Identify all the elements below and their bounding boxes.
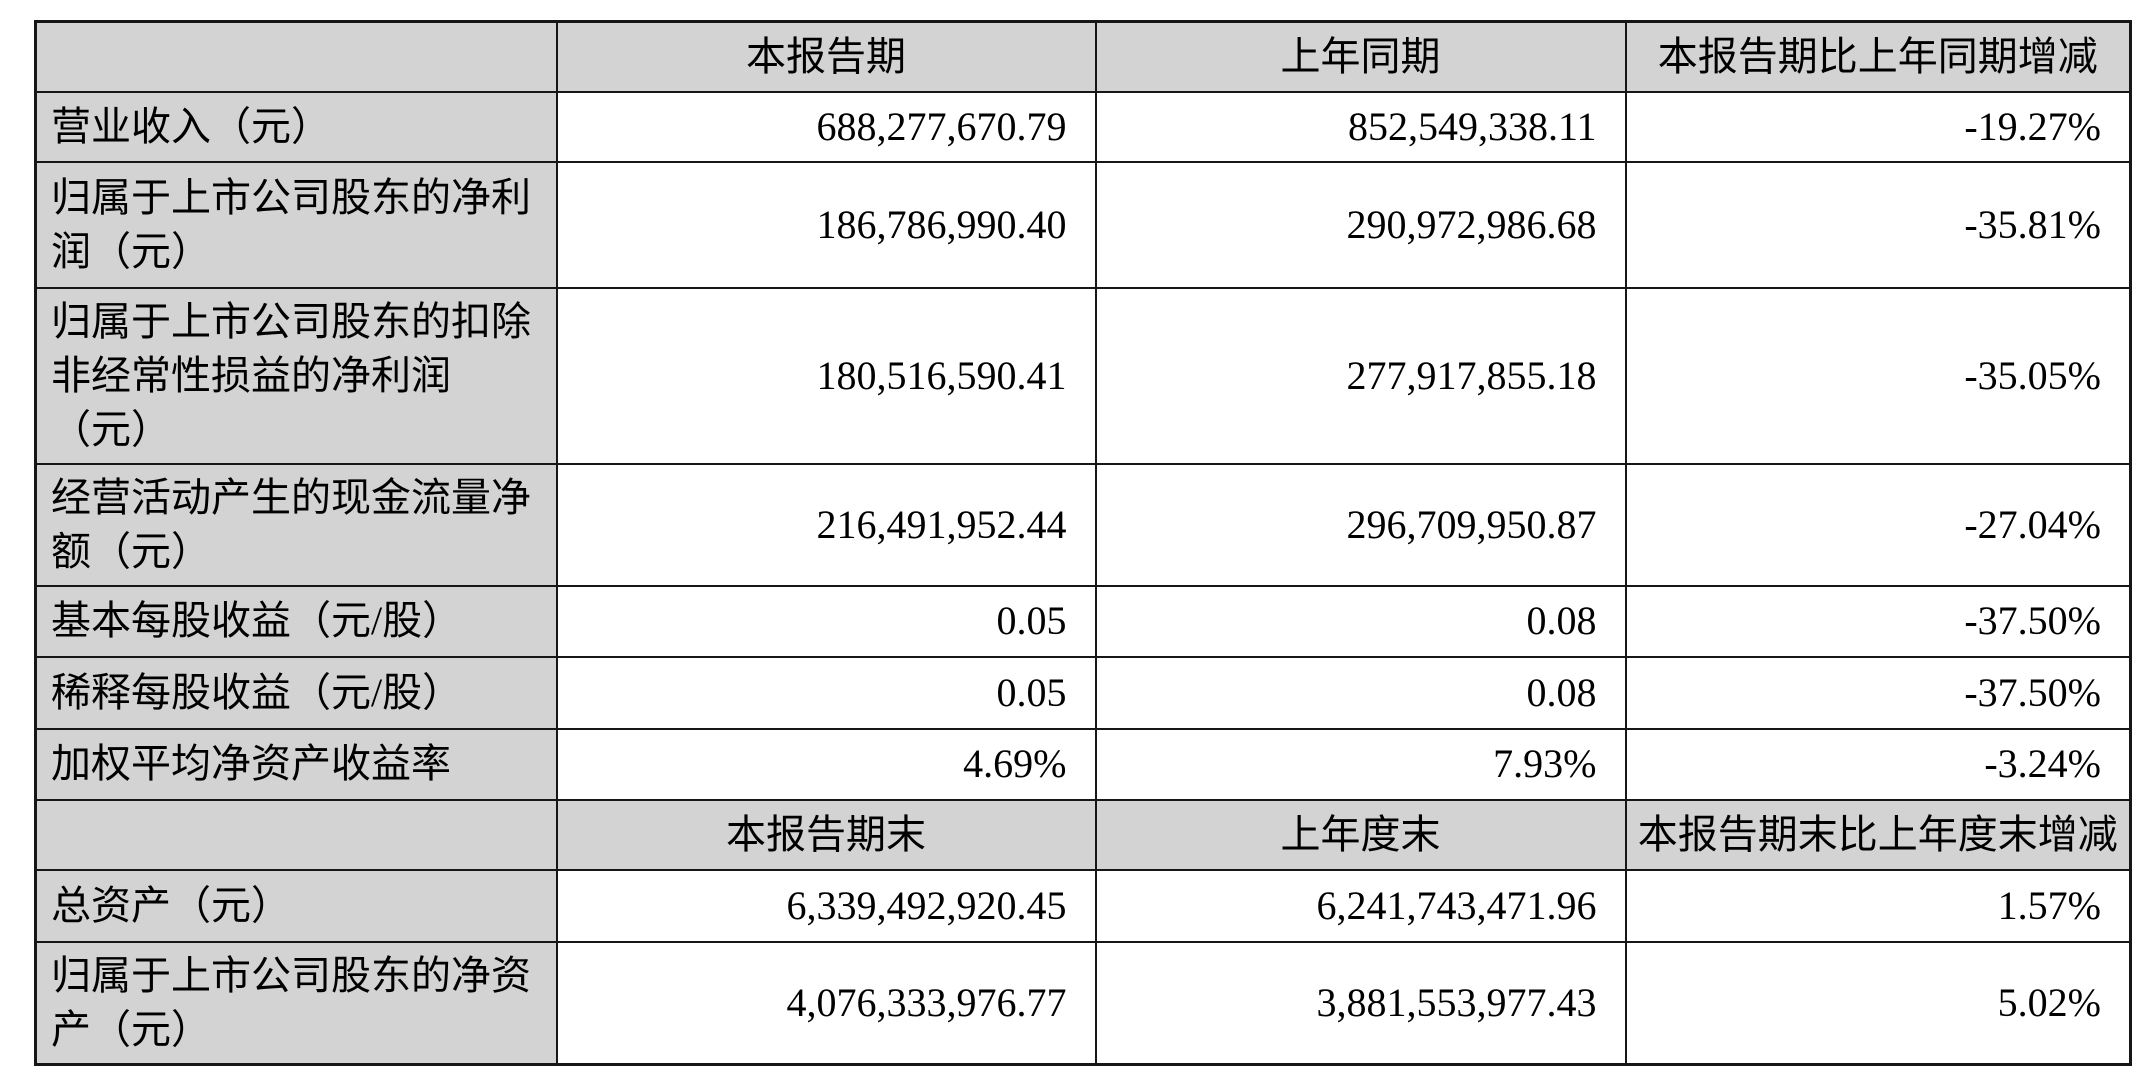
row-label: 总资产（元） [34,868,558,943]
header-period-end-change: 本报告期末比上年度末增减 [1624,798,2132,871]
value-current: 186,786,990.40 [555,160,1097,289]
table-row-header-period: 本报告期 上年同期 本报告期比上年同期增减 [34,20,2132,93]
header-current-period: 本报告期 [555,20,1097,93]
value-prior: 6,241,743,471.96 [1094,868,1627,943]
table-row-basic-eps: 基本每股收益（元/股） 0.05 0.08 -37.50% [34,584,2132,658]
table-row-weighted-avg-roe: 加权平均净资产收益率 4.69% 7.93% -3.24% [34,727,2132,801]
row-label: 归属于上市公司股东的净资产（元） [34,940,558,1066]
value-current: 6,339,492,920.45 [555,868,1097,943]
value-change: -19.27% [1624,90,2132,163]
value-change: 1.57% [1624,868,2132,943]
header-period-change: 本报告期比上年同期增减 [1624,20,2132,93]
value-prior: 290,972,986.68 [1094,160,1627,289]
value-change: -35.05% [1624,286,2132,465]
header-prior-year-end: 上年度末 [1094,798,1627,871]
value-prior: 3,881,553,977.43 [1094,940,1627,1066]
value-current: 0.05 [555,655,1097,730]
table-row-header-period-end: 本报告期末 上年度末 本报告期末比上年度末增减 [34,798,2132,871]
value-change: 5.02% [1624,940,2132,1066]
table-row-revenue: 营业收入（元） 688,277,670.79 852,549,338.11 -1… [34,90,2132,163]
table-row-net-profit: 归属于上市公司股东的净利润（元） 186,786,990.40 290,972,… [34,160,2132,289]
table-row-operating-cash-flow: 经营活动产生的现金流量净额（元） 216,491,952.44 296,709,… [34,462,2132,587]
value-change: -37.50% [1624,584,2132,658]
row-label: 归属于上市公司股东的扣除非经常性损益的净利润（元） [34,286,558,465]
value-current: 4.69% [555,727,1097,801]
table-row-total-assets: 总资产（元） 6,339,492,920.45 6,241,743,471.96… [34,868,2132,943]
row-label: 归属于上市公司股东的净利润（元） [34,160,558,289]
header-blank-cell [34,20,558,93]
value-change: -35.81% [1624,160,2132,289]
header-blank-cell [34,798,558,871]
value-prior: 296,709,950.87 [1094,462,1627,587]
value-prior: 0.08 [1094,655,1627,730]
header-prior-period: 上年同期 [1094,20,1627,93]
row-label: 基本每股收益（元/股） [34,584,558,658]
row-label: 加权平均净资产收益率 [34,727,558,801]
row-label: 稀释每股收益（元/股） [34,655,558,730]
row-label: 营业收入（元） [34,90,558,163]
value-current: 4,076,333,976.77 [555,940,1097,1066]
value-change: -27.04% [1624,462,2132,587]
value-change: -3.24% [1624,727,2132,801]
value-current: 688,277,670.79 [555,90,1097,163]
value-current: 180,516,590.41 [555,286,1097,465]
table-row-net-assets: 归属于上市公司股东的净资产（元） 4,076,333,976.77 3,881,… [34,940,2132,1066]
value-change: -37.50% [1624,655,2132,730]
value-prior: 7.93% [1094,727,1627,801]
row-label: 经营活动产生的现金流量净额（元） [34,462,558,587]
value-prior: 277,917,855.18 [1094,286,1627,465]
header-current-period-end: 本报告期末 [555,798,1097,871]
table-row-diluted-eps: 稀释每股收益（元/股） 0.05 0.08 -37.50% [34,655,2132,730]
value-prior: 852,549,338.11 [1094,90,1627,163]
financial-summary-table: 本报告期 上年同期 本报告期比上年同期增减 营业收入（元） 688,277,67… [34,20,2132,1066]
value-prior: 0.08 [1094,584,1627,658]
table-row-net-profit-excl-nonrecurring: 归属于上市公司股东的扣除非经常性损益的净利润（元） 180,516,590.41… [34,286,2132,465]
value-current: 216,491,952.44 [555,462,1097,587]
value-current: 0.05 [555,584,1097,658]
